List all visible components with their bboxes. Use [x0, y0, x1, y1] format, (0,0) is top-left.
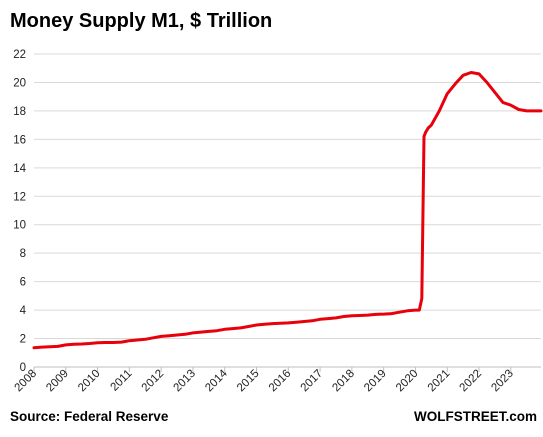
y-tick-label: 16: [13, 134, 26, 146]
y-tick-label: 6: [20, 277, 26, 289]
x-tick-label: 2012: [140, 368, 167, 395]
x-tick-label: 2008: [13, 368, 40, 395]
x-tick-label: 2016: [267, 368, 294, 395]
y-tick-label: 12: [13, 191, 26, 203]
x-tick-label: 2014: [203, 367, 230, 394]
x-tick-label: 2022: [458, 368, 485, 395]
x-tick-label: 2021: [426, 368, 453, 395]
y-tick-label: 0: [20, 362, 26, 374]
brand-watermark: WOLFSTREET.com: [413, 409, 537, 424]
x-tick-label: 2015: [235, 368, 262, 395]
x-tick-label: 2019: [362, 368, 389, 395]
y-tick-label: 2: [20, 334, 26, 346]
y-tick-label: 8: [20, 248, 26, 260]
x-tick-label: 2013: [171, 368, 198, 395]
x-tick-label: 2018: [330, 368, 357, 395]
y-tick-label: 22: [13, 49, 26, 61]
x-tick-label: 2010: [76, 368, 103, 395]
x-tick-labels: 2008 2009 2010 2011 2012 2013 2014 2015 2016 2017…: [13, 367, 516, 394]
x-tick-label: 2020: [394, 368, 421, 395]
x-tick-label: 2011: [109, 368, 135, 394]
y-tick-labels: 0 2 4 6 8 10 12 14 16 18 20 22: [13, 49, 26, 374]
y-tick-label: 4: [20, 305, 27, 317]
series-line: [32, 71, 543, 350]
gridlines: [34, 53, 541, 340]
x-tick-label: 2023: [489, 368, 516, 395]
y-tick-label: 14: [13, 163, 26, 175]
x-tick-label: 2017: [299, 368, 326, 395]
y-tick-label: 18: [13, 106, 26, 118]
axes: [33, 366, 541, 372]
y-tick-label: 20: [13, 77, 26, 89]
chart-title: Money Supply M1, $ Trillion: [10, 10, 273, 32]
x-tick-label: 2009: [44, 368, 71, 395]
source-note: Source: Federal Reserve: [10, 409, 169, 424]
series-layer: [32, 71, 543, 350]
y-tick-label: 10: [13, 220, 26, 232]
